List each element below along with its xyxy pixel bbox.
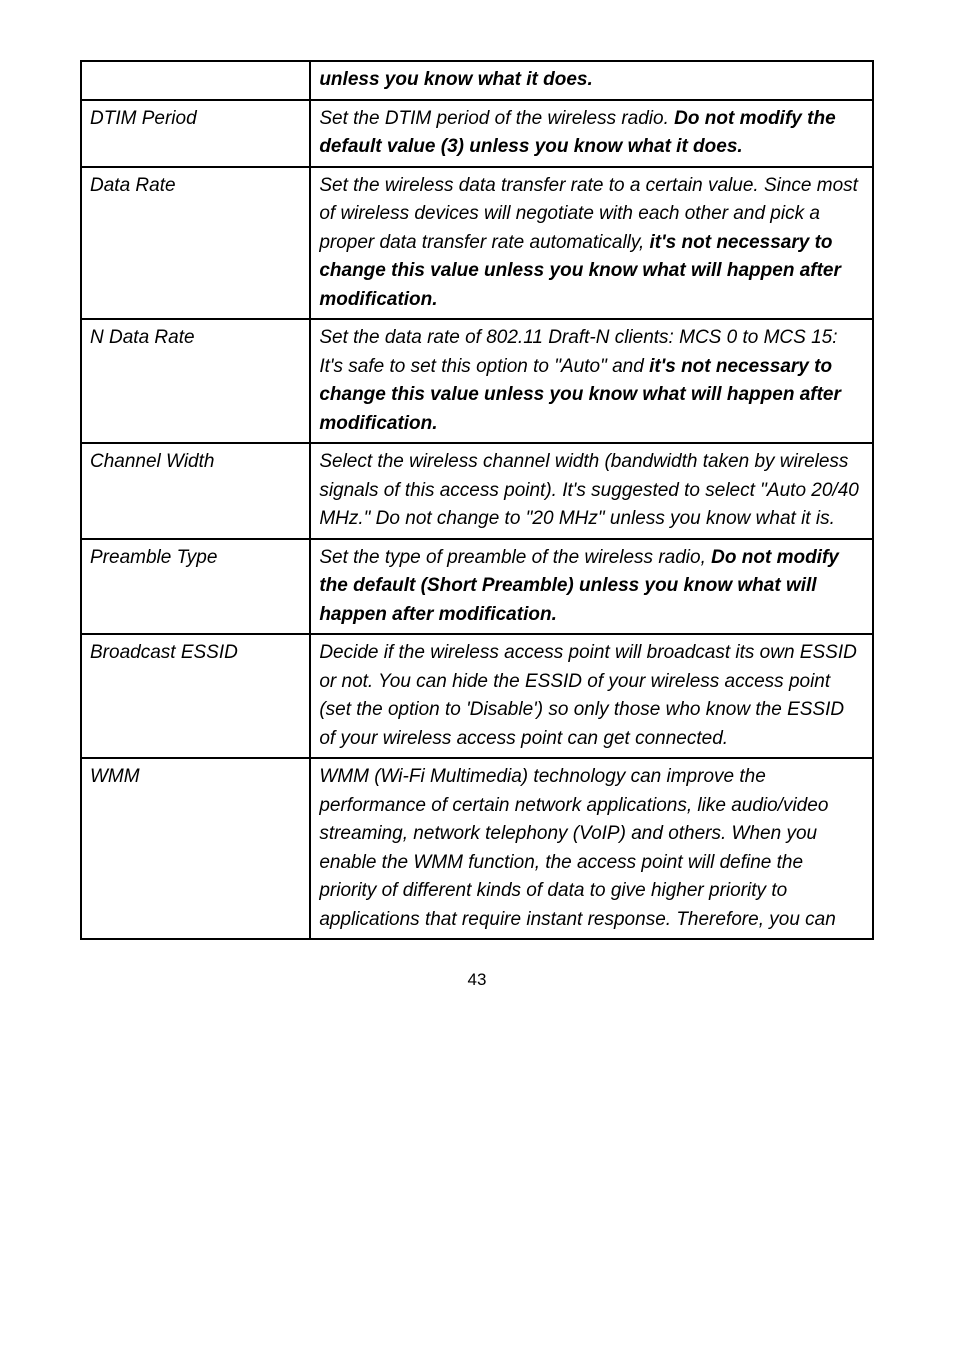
row-label: N Data Rate [81, 319, 310, 443]
text-segment: Set the type of preamble of the wireless… [319, 547, 711, 568]
text-segment: Decide if the wireless access point will… [319, 642, 857, 749]
table-row: WMMWMM (Wi-Fi Multimedia) technology can… [81, 758, 873, 939]
row-description: Set the type of preamble of the wireless… [310, 539, 873, 635]
text-segment: Select the wireless channel width (bandw… [319, 451, 859, 529]
row-description: Set the wireless data transfer rate to a… [310, 167, 873, 320]
row-label: WMM [81, 758, 310, 939]
row-label: Preamble Type [81, 539, 310, 635]
page-number: 43 [80, 970, 874, 990]
row-label: DTIM Period [81, 100, 310, 167]
settings-table: unless you know what it does. DTIM Period… [80, 60, 874, 940]
row-description: Decide if the wireless access point will… [310, 634, 873, 758]
row-label: Channel Width [81, 443, 310, 539]
text-segment: unless you know what it does. [319, 69, 592, 90]
text-segment: WMM (Wi-Fi Multimedia) technology can im… [319, 766, 835, 930]
row-description: WMM (Wi-Fi Multimedia) technology can im… [310, 758, 873, 939]
row-label: Data Rate [81, 167, 310, 320]
table-body: unless you know what it does. DTIM Period… [81, 61, 873, 939]
row-label [81, 61, 310, 100]
row-description: Set the data rate of 802.11 Draft-N clie… [310, 319, 873, 443]
row-label: Broadcast ESSID [81, 634, 310, 758]
table-row: Preamble Type Set the type of preamble of… [81, 539, 873, 635]
table-row: N Data RateSet the data rate of 802.11 D… [81, 319, 873, 443]
row-description: Set the DTIM period of the wireless radi… [310, 100, 873, 167]
text-segment: Set the DTIM period of the wireless radi… [319, 108, 674, 129]
row-description: Select the wireless channel width (bandw… [310, 443, 873, 539]
table-row: Data RateSet the wireless data transfer … [81, 167, 873, 320]
table-row: unless you know what it does. [81, 61, 873, 100]
table-row: Channel WidthSelect the wireless channel… [81, 443, 873, 539]
row-description: unless you know what it does. [310, 61, 873, 100]
table-row: Broadcast ESSIDDecide if the wireless ac… [81, 634, 873, 758]
table-row: DTIM Period Set the DTIM period of the wi… [81, 100, 873, 167]
